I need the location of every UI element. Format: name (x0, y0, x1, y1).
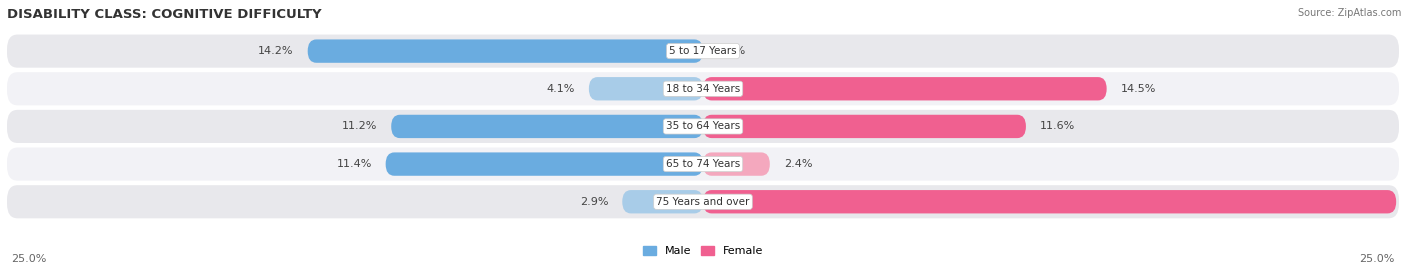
Text: 14.5%: 14.5% (1121, 84, 1156, 94)
Text: 11.6%: 11.6% (1040, 121, 1076, 132)
Text: DISABILITY CLASS: COGNITIVE DIFFICULTY: DISABILITY CLASS: COGNITIVE DIFFICULTY (7, 8, 322, 21)
Text: 11.4%: 11.4% (336, 159, 371, 169)
Text: 25.0%: 25.0% (11, 254, 46, 264)
FancyBboxPatch shape (391, 115, 703, 138)
Text: 2.9%: 2.9% (579, 197, 609, 207)
FancyBboxPatch shape (7, 185, 1399, 218)
Text: 2.4%: 2.4% (783, 159, 813, 169)
FancyBboxPatch shape (703, 77, 1107, 100)
Text: Source: ZipAtlas.com: Source: ZipAtlas.com (1298, 8, 1402, 18)
FancyBboxPatch shape (623, 190, 703, 213)
FancyBboxPatch shape (703, 153, 770, 176)
Text: 14.2%: 14.2% (259, 46, 294, 56)
FancyBboxPatch shape (7, 147, 1399, 181)
Text: 75 Years and over: 75 Years and over (657, 197, 749, 207)
Text: 11.2%: 11.2% (342, 121, 377, 132)
FancyBboxPatch shape (703, 115, 1026, 138)
Text: 5 to 17 Years: 5 to 17 Years (669, 46, 737, 56)
FancyBboxPatch shape (385, 153, 703, 176)
Text: 4.1%: 4.1% (547, 84, 575, 94)
FancyBboxPatch shape (308, 40, 703, 63)
Text: 65 to 74 Years: 65 to 74 Years (666, 159, 740, 169)
Legend: Male, Female: Male, Female (643, 246, 763, 256)
FancyBboxPatch shape (7, 110, 1399, 143)
FancyBboxPatch shape (589, 77, 703, 100)
Text: 35 to 64 Years: 35 to 64 Years (666, 121, 740, 132)
FancyBboxPatch shape (703, 190, 1396, 213)
FancyBboxPatch shape (7, 34, 1399, 68)
Text: 0.0%: 0.0% (717, 46, 745, 56)
FancyBboxPatch shape (7, 72, 1399, 105)
Text: 18 to 34 Years: 18 to 34 Years (666, 84, 740, 94)
Text: 25.0%: 25.0% (1360, 254, 1395, 264)
